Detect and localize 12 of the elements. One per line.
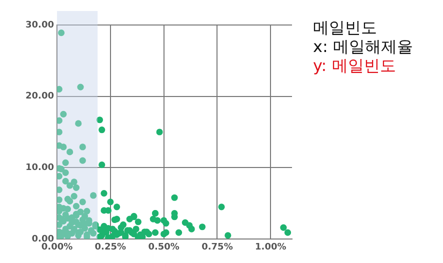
- x-tick-label: 1.00%: [255, 242, 286, 253]
- text: y: 메일빈도: [313, 56, 397, 75]
- x-tick-label: 0.75%: [202, 242, 233, 253]
- y-tick-label: 30.00: [26, 20, 54, 30]
- x-tick-label: 0.25%: [94, 242, 126, 253]
- y-tick-label: 10.00: [26, 163, 54, 174]
- y-tick-label: 0.00: [32, 234, 54, 244]
- x-tick-label: 0.00%: [41, 242, 73, 253]
- text: 메일빈도: [313, 18, 378, 37]
- y-tick-label: 20.00: [26, 92, 54, 102]
- x-tick-label: 0.50%: [148, 242, 180, 253]
- text: x: 메일해제율: [313, 37, 413, 56]
